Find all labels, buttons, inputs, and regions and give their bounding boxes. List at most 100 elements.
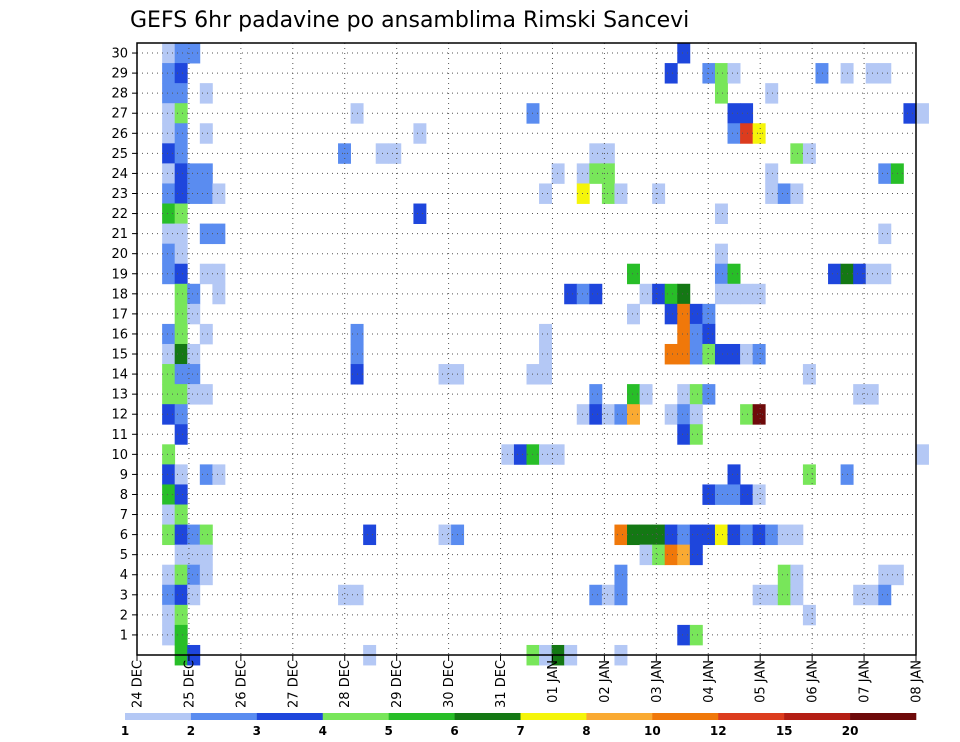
heatmap-cell xyxy=(539,364,552,384)
heatmap-cell xyxy=(803,364,816,384)
heatmap-cell xyxy=(690,525,703,545)
heatmap-cell xyxy=(690,324,703,344)
colorbar-swatch xyxy=(586,713,652,720)
heatmap-cell xyxy=(175,103,188,123)
heatmap-cell xyxy=(728,264,741,284)
heatmap-cell xyxy=(175,63,188,83)
heatmap-cell xyxy=(878,565,891,585)
heatmap-cell xyxy=(753,344,766,364)
heatmap-cell xyxy=(200,525,213,545)
y-tick-label: 6 xyxy=(120,528,128,543)
heatmap-cell xyxy=(187,565,200,585)
colorbar-swatch xyxy=(652,713,718,720)
heatmap-cell xyxy=(728,484,741,504)
heatmap-cell xyxy=(175,505,188,525)
colorbar-label: 3 xyxy=(253,724,261,738)
heatmap-cell xyxy=(539,183,552,203)
heatmap-cell xyxy=(627,264,640,284)
heatmap-cell xyxy=(778,585,791,605)
y-tick-label: 15 xyxy=(111,348,128,363)
heatmap-cell xyxy=(916,444,929,464)
heatmap-cell xyxy=(690,424,703,444)
y-tick-label: 28 xyxy=(111,87,128,102)
heatmap-cell xyxy=(803,143,816,163)
colorbar-swatch xyxy=(191,713,257,720)
heatmap-cell xyxy=(589,143,602,163)
heatmap-cell xyxy=(162,585,175,605)
heatmap-cell xyxy=(187,585,200,605)
heatmap-cell xyxy=(728,123,741,143)
heatmap-cell xyxy=(903,103,916,123)
heatmap-cell xyxy=(162,625,175,645)
x-tick-label: 31 DEC xyxy=(494,660,509,708)
colorbar-swatch xyxy=(850,713,916,720)
heatmap-cell xyxy=(439,525,452,545)
heatmap-cell xyxy=(753,585,766,605)
x-tick-label: 30 DEC xyxy=(442,660,457,708)
y-tick-label: 27 xyxy=(111,107,128,122)
heatmap-cell xyxy=(187,364,200,384)
heatmap-cell xyxy=(614,585,627,605)
heatmap-cell xyxy=(363,525,376,545)
heatmap-cell xyxy=(175,324,188,344)
heatmap-cell xyxy=(652,284,665,304)
heatmap-cell xyxy=(175,304,188,324)
heatmap-cell xyxy=(200,163,213,183)
heatmap-cell xyxy=(175,364,188,384)
heatmap-cell xyxy=(175,525,188,545)
heatmap-cell xyxy=(878,264,891,284)
heatmap-cell xyxy=(162,344,175,364)
heatmap-cell xyxy=(690,384,703,404)
heatmap-cell xyxy=(665,63,678,83)
heatmap-cell xyxy=(162,143,175,163)
heatmap-cell xyxy=(175,565,188,585)
y-tick-label: 29 xyxy=(111,67,128,82)
heatmap-cell xyxy=(175,464,188,484)
colorbar-label: 12 xyxy=(710,724,727,738)
colorbar-label: 1 xyxy=(121,724,129,738)
heatmap-cell xyxy=(175,163,188,183)
colorbar-swatch xyxy=(521,713,587,720)
x-tick-label: 26 DEC xyxy=(234,660,249,708)
y-tick-label: 18 xyxy=(111,287,128,302)
heatmap-cell xyxy=(715,244,728,264)
y-tick-label: 17 xyxy=(111,307,128,322)
heatmap-cell xyxy=(162,83,175,103)
y-tick-label: 19 xyxy=(111,267,128,282)
colorbar-label: 10 xyxy=(644,724,661,738)
heatmap-cell xyxy=(514,444,527,464)
heatmap-cell xyxy=(627,525,640,545)
heatmap-cell xyxy=(200,464,213,484)
heatmap-cell xyxy=(175,384,188,404)
heatmap-cell xyxy=(212,284,225,304)
heatmap-cell xyxy=(187,304,200,324)
heatmap-cell xyxy=(589,384,602,404)
heatmap-cell xyxy=(439,364,452,384)
heatmap-cell xyxy=(175,344,188,364)
x-tick-label: 08 JAN xyxy=(910,660,925,703)
heatmap-cell xyxy=(677,324,690,344)
heatmap-cell xyxy=(162,224,175,244)
heatmap-cell xyxy=(728,103,741,123)
heatmap-cell xyxy=(175,284,188,304)
y-tick-label: 30 xyxy=(111,47,128,62)
heatmap-cell xyxy=(175,404,188,424)
plot-frame xyxy=(137,43,916,655)
heatmap-cell xyxy=(728,525,741,545)
heatmap-cell xyxy=(175,424,188,444)
heatmap-cell xyxy=(853,585,866,605)
heatmap-cell xyxy=(627,404,640,424)
heatmap-cell xyxy=(677,525,690,545)
heatmap-cell xyxy=(728,284,741,304)
heatmap-cell xyxy=(200,384,213,404)
heatmap-cell xyxy=(200,324,213,344)
heatmap-cell xyxy=(878,224,891,244)
heatmap-cell xyxy=(665,304,678,324)
heatmap-cell xyxy=(162,444,175,464)
heatmap-cell xyxy=(175,204,188,224)
heatmap-cell xyxy=(916,103,929,123)
heatmap-cell xyxy=(162,324,175,344)
x-tick-label: 02 JAN xyxy=(598,660,613,703)
heatmap-cell xyxy=(200,183,213,203)
heatmap-cell xyxy=(589,404,602,424)
